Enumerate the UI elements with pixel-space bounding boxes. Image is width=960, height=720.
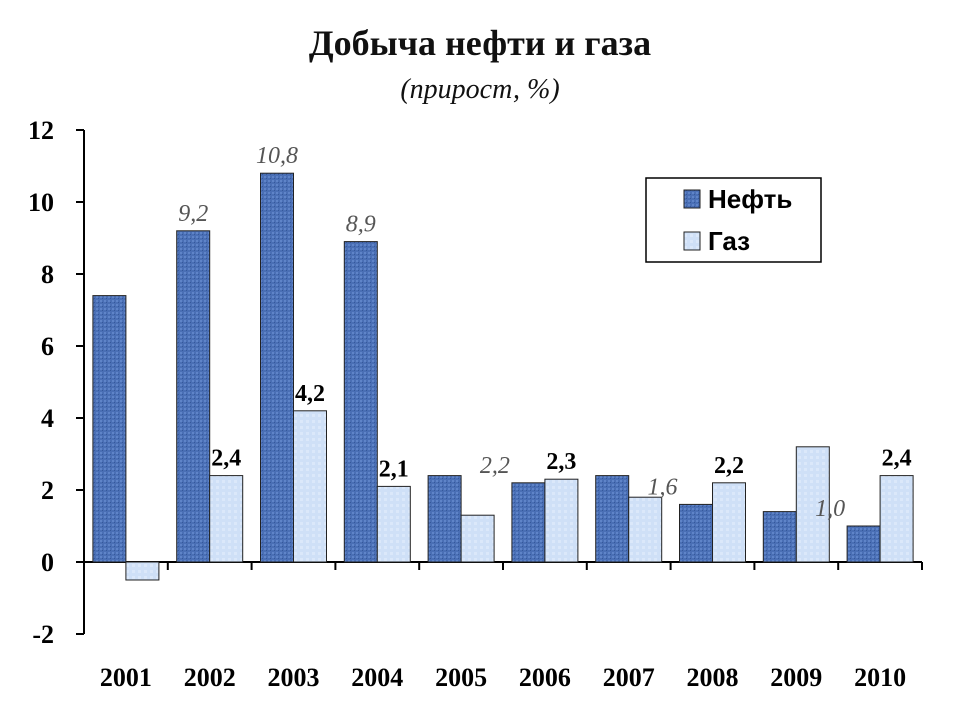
legend-label: Нефть <box>708 184 792 214</box>
bar-oil-2005 <box>427 475 462 563</box>
y-tick-label: 12 <box>28 116 54 145</box>
data-label: 4,2 <box>295 381 325 407</box>
x-tick-label: 2006 <box>519 663 571 692</box>
data-label: 1,0 <box>815 496 845 522</box>
bar-oil-2001 <box>92 295 127 563</box>
x-tick-label: 2009 <box>770 663 822 692</box>
bar-gas-2010 <box>879 475 914 563</box>
bar-gas-2007 <box>628 496 663 563</box>
x-tick-label: 2005 <box>435 663 487 692</box>
data-label: 1,6 <box>648 474 678 500</box>
data-label: 9,2 <box>178 201 208 227</box>
legend-swatch <box>683 231 701 251</box>
x-tick-label: 2003 <box>268 663 320 692</box>
y-tick-label: 0 <box>41 548 54 577</box>
bar-gas-2001 <box>125 561 160 581</box>
legend-label: Газ <box>708 226 750 256</box>
bar-oil-2008 <box>679 503 713 563</box>
legend: Нефть Газ <box>645 177 822 263</box>
data-label: 2,2 <box>480 453 510 479</box>
bar-oil-2003 <box>260 172 294 563</box>
chart-subtitle: (прирост, %) <box>400 74 560 105</box>
bar-oil-2007 <box>595 475 630 563</box>
data-label: 2,4 <box>211 446 241 472</box>
data-label: 10,8 <box>256 143 298 169</box>
y-tick-label: 2 <box>41 476 54 505</box>
data-labels: 9,2 10,8 8,9 2,2 1,6 1,0 2,4 4,2 2,1 2,3 2,2 2,4 <box>178 143 911 522</box>
y-tick-label: 10 <box>28 188 54 217</box>
axes: -2 0 2 4 6 8 10 12 2001 2002 2003 2004 2005 2006 2007 2… <box>28 116 923 692</box>
x-tick-label: 2008 <box>687 663 739 692</box>
data-label: 2,2 <box>714 453 744 479</box>
y-tick-label: 4 <box>41 404 54 433</box>
bar-oil-2002 <box>176 230 211 563</box>
chart-title: Добыча нефти и газа <box>308 23 652 63</box>
data-label: 2,3 <box>546 449 576 475</box>
bar-gas-2008 <box>712 482 746 563</box>
bar-gas-2006 <box>544 478 579 563</box>
y-tick-label: -2 <box>32 620 54 649</box>
bar-gas-2003 <box>293 410 327 563</box>
bar-gas-2009 <box>795 446 830 563</box>
x-tick-label: 2010 <box>854 663 906 692</box>
bar-oil-2006 <box>511 482 546 563</box>
x-tick-label: 2002 <box>184 663 236 692</box>
y-tick-label: 8 <box>41 260 54 289</box>
data-label: 2,1 <box>379 456 409 482</box>
legend-box <box>645 177 822 263</box>
bar-gas-2002 <box>209 475 244 563</box>
data-label: 2,4 <box>882 446 912 472</box>
x-tick-label: 2001 <box>100 663 152 692</box>
bar-gas-2004 <box>376 485 411 563</box>
x-tick-label: 2004 <box>351 663 403 692</box>
x-tick-label: 2007 <box>603 663 655 692</box>
bar-oil-2010 <box>846 525 881 563</box>
data-label: 8,9 <box>346 212 376 238</box>
bar-oil-2009 <box>762 511 797 563</box>
bars <box>92 172 914 581</box>
y-tick-label: 6 <box>41 332 54 361</box>
bar-gas-2005 <box>460 514 495 563</box>
bar-oil-2004 <box>343 241 378 563</box>
legend-swatch <box>683 189 701 209</box>
